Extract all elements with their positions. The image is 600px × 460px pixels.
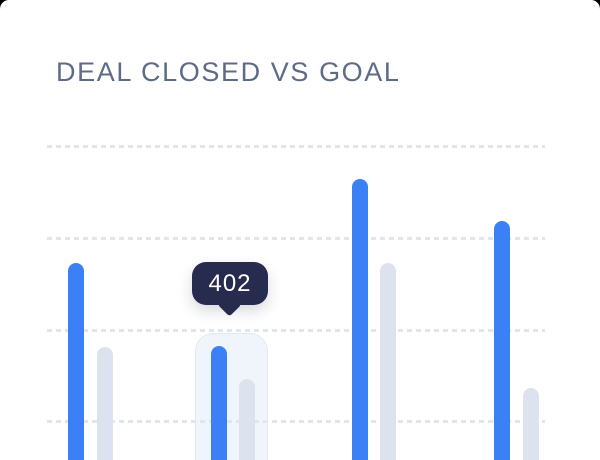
bar-goal-2[interactable] <box>239 378 255 460</box>
gridline-3 <box>47 328 545 332</box>
gridline-2 <box>47 237 545 240</box>
gridline-1 <box>47 145 545 148</box>
bar-closed-2[interactable] <box>211 346 227 460</box>
tooltip: 402 <box>192 262 268 305</box>
bar-closed-1[interactable] <box>68 262 84 460</box>
highlighted-bar-group-background <box>195 333 268 460</box>
gridline-4 <box>47 420 545 423</box>
tooltip-value: 402 <box>208 269 252 297</box>
bar-closed-4[interactable] <box>494 220 510 460</box>
bar-goal-3[interactable] <box>380 262 396 460</box>
bar-goal-1[interactable] <box>97 346 113 460</box>
bar-closed-3[interactable] <box>352 178 368 460</box>
chart-title: DEAL CLOSED VS GOAL <box>56 57 401 87</box>
bar-goal-4[interactable] <box>523 388 539 460</box>
